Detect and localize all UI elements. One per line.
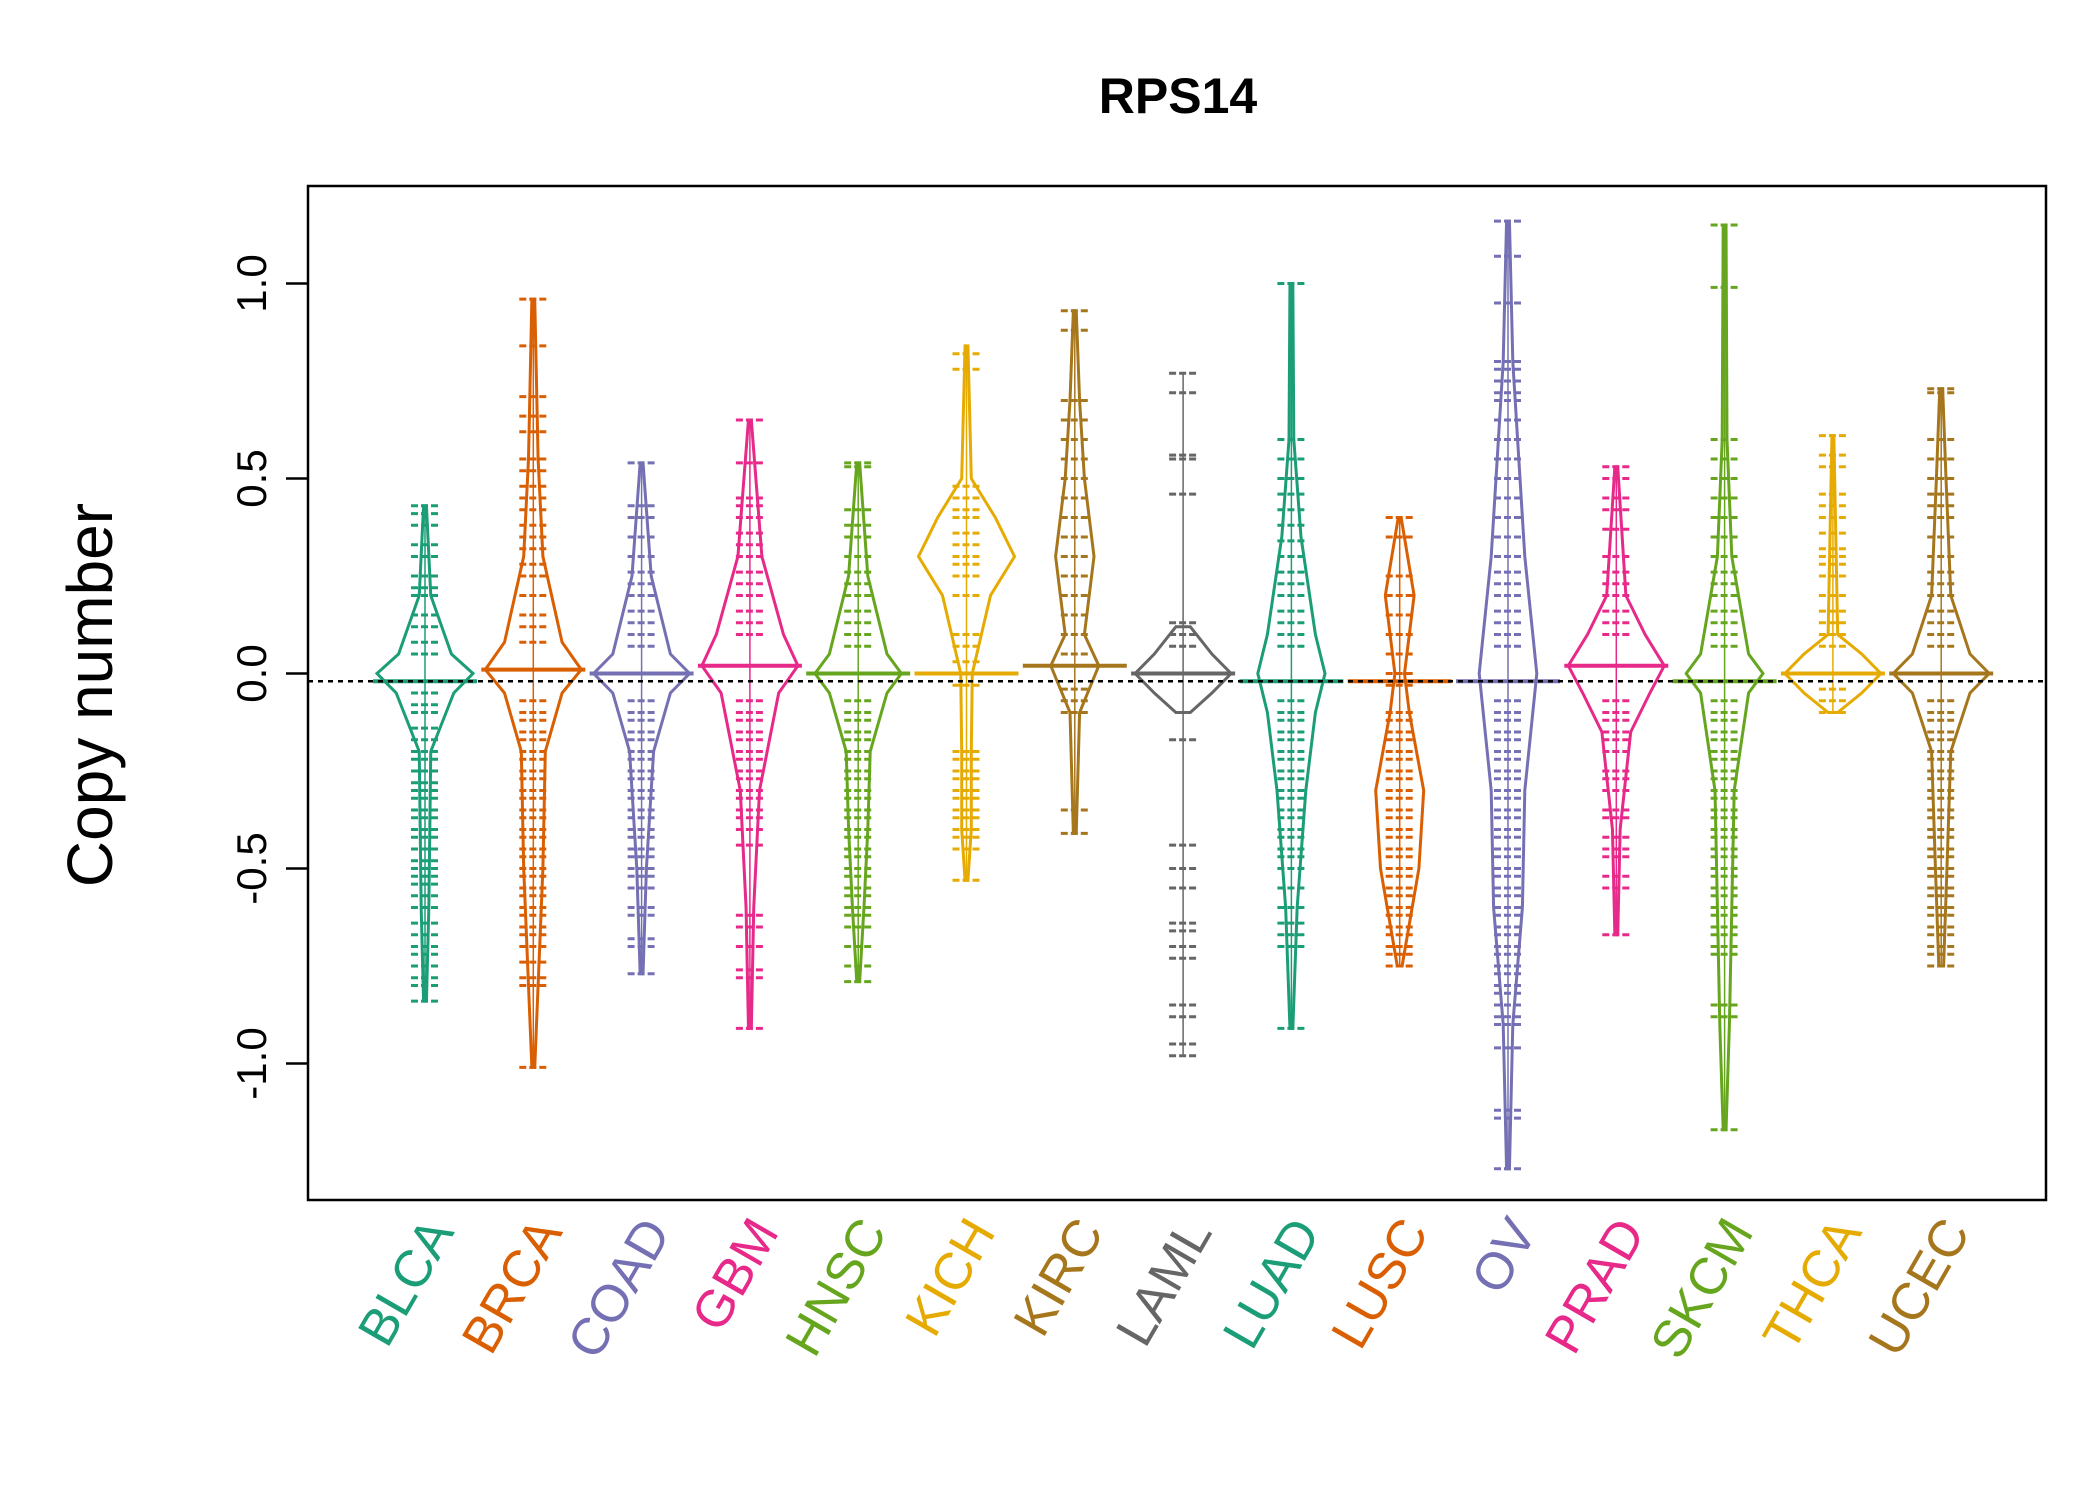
bean-gbm: [697, 418, 802, 1030]
bean-hnsc: [806, 461, 911, 984]
y-tick-label: 1.0: [228, 254, 275, 312]
bean-luad: [1239, 282, 1344, 1030]
bean-density-outline: [1132, 625, 1234, 714]
bean-ov: [1456, 219, 1560, 1171]
bean-kich: [914, 344, 1019, 882]
bean-laml: [1131, 371, 1236, 1058]
y-tick-label: -0.5: [228, 832, 275, 904]
bean-prad: [1564, 465, 1669, 937]
y-axis-label: Copy number: [54, 503, 126, 887]
bean-brca: [481, 297, 586, 1069]
chart-title: RPS14: [1099, 68, 1258, 124]
bean-ucec: [1889, 387, 1994, 968]
bean-kirc: [1022, 309, 1127, 835]
bean-coad: [589, 461, 694, 976]
bean-blca: [373, 504, 477, 1003]
y-tick-label: -1.0: [228, 1027, 275, 1099]
bean-thca: [1780, 434, 1885, 714]
y-tick-label: 0.5: [228, 449, 275, 507]
y-tick-label: 0.0: [228, 644, 275, 702]
plot-frame: [306, 184, 2048, 1202]
bean-lusc: [1347, 516, 1452, 968]
